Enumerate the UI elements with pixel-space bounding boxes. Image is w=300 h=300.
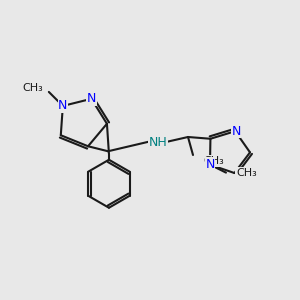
Text: NH: NH [148, 136, 167, 148]
Text: N: N [58, 99, 68, 112]
Text: N: N [232, 125, 241, 138]
Text: CH₃: CH₃ [203, 156, 224, 166]
Text: N: N [87, 92, 96, 105]
Text: CH₃: CH₃ [236, 168, 257, 178]
Text: N: N [205, 158, 215, 171]
Text: CH₃: CH₃ [22, 83, 43, 93]
